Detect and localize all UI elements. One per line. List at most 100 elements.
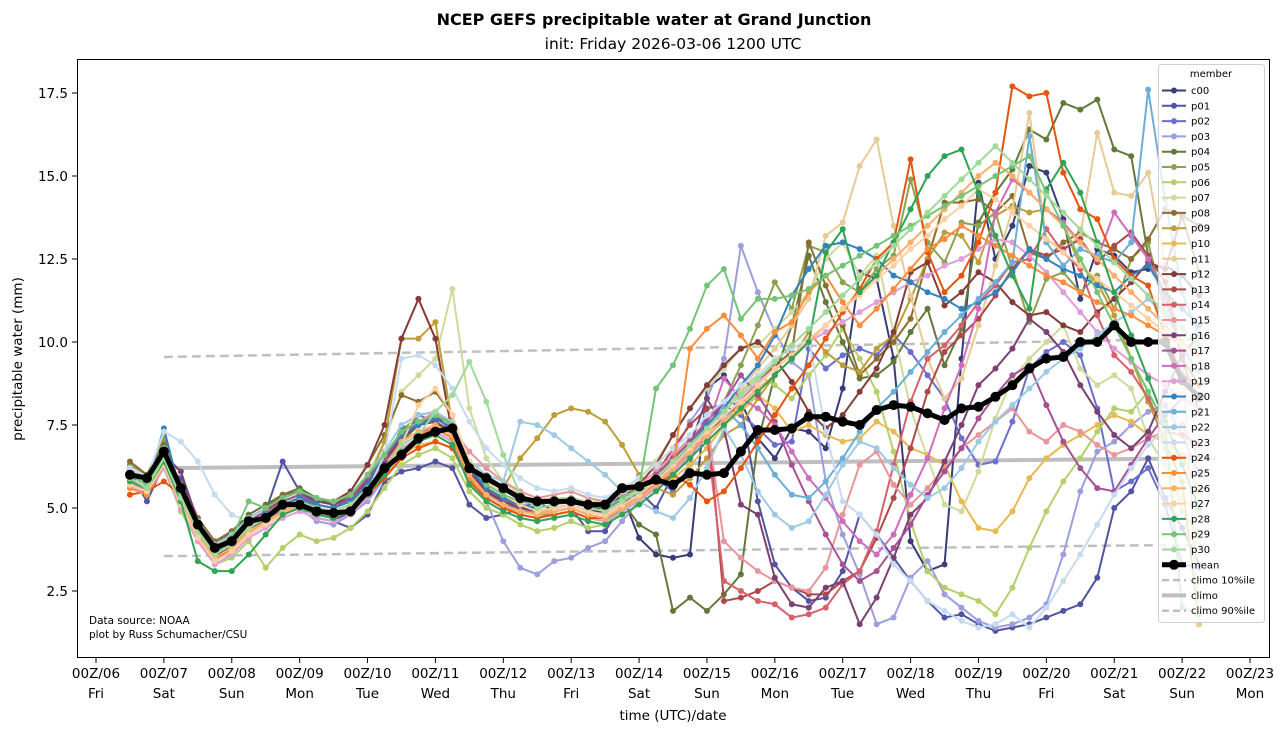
member-point-p22 bbox=[941, 485, 948, 492]
member-point-p24 bbox=[805, 362, 812, 369]
legend-label: p29 bbox=[1191, 530, 1210, 541]
member-point-p29 bbox=[347, 491, 354, 498]
mean-point bbox=[617, 483, 628, 494]
member-point-p01 bbox=[483, 514, 490, 521]
y-tick-label: 2.5 bbox=[47, 584, 68, 600]
member-point-p30 bbox=[720, 408, 727, 415]
x-tick-label-time: 00Z/13 bbox=[547, 666, 595, 682]
member-point-p12 bbox=[839, 412, 846, 419]
member-point-p29 bbox=[381, 451, 388, 458]
legend-label: p11 bbox=[1191, 254, 1210, 265]
member-point-p26 bbox=[1145, 305, 1152, 312]
member-point-p22 bbox=[568, 445, 575, 452]
member-point-p10 bbox=[1043, 455, 1050, 462]
member-point-p14 bbox=[822, 604, 829, 611]
legend-swatch-marker bbox=[1171, 347, 1177, 354]
member-point-p12 bbox=[1009, 299, 1016, 306]
legend-label: p06 bbox=[1191, 178, 1210, 189]
member-point-p09 bbox=[856, 368, 863, 375]
member-point-p06 bbox=[873, 388, 880, 395]
member-point-p29 bbox=[720, 265, 727, 272]
member-point-p27 bbox=[822, 322, 829, 329]
member-point-p24 bbox=[941, 289, 948, 296]
member-point-p24 bbox=[958, 272, 965, 279]
member-line-p14 bbox=[129, 228, 1200, 619]
x-tick-label-time: 00Z/20 bbox=[1022, 666, 1070, 682]
legend-swatch-marker bbox=[1171, 378, 1177, 385]
member-point-p11 bbox=[1094, 129, 1101, 136]
member-point-p21 bbox=[958, 312, 965, 319]
y-tick-label: 10.0 bbox=[38, 335, 68, 351]
legend-entry-p01: p01 bbox=[1162, 101, 1210, 112]
member-point-p06 bbox=[1060, 478, 1067, 485]
member-point-p15 bbox=[1043, 438, 1050, 445]
member-point-p30 bbox=[500, 451, 507, 458]
member-point-p23 bbox=[483, 445, 490, 452]
member-point-p05 bbox=[771, 279, 778, 286]
member-point-p16 bbox=[1111, 431, 1118, 438]
mean-point bbox=[1143, 337, 1154, 347]
member-point-p15 bbox=[907, 501, 914, 508]
member-point-p27 bbox=[924, 232, 931, 239]
member-point-p02 bbox=[1060, 339, 1067, 345]
member-point-p16 bbox=[771, 574, 778, 581]
member-point-p12 bbox=[720, 362, 727, 369]
x-tick-label-day: Mon bbox=[285, 686, 313, 702]
mean-point bbox=[905, 401, 916, 412]
member-point-p22 bbox=[653, 508, 660, 515]
member-point-p28 bbox=[924, 173, 931, 179]
member-point-p14 bbox=[856, 568, 863, 575]
member-point-p30 bbox=[703, 425, 710, 432]
member-point-p16 bbox=[737, 501, 744, 508]
member-point-p12 bbox=[941, 302, 948, 309]
legend-entry-climo: climo bbox=[1162, 591, 1218, 602]
member-point-p18 bbox=[856, 538, 863, 545]
legend-swatch-marker bbox=[1171, 148, 1177, 155]
member-point-p28 bbox=[1060, 159, 1067, 166]
member-point-p16 bbox=[873, 594, 880, 601]
member-point-c00 bbox=[686, 551, 693, 558]
member-point-p14 bbox=[805, 611, 812, 618]
mean-point bbox=[141, 473, 152, 484]
member-point-p27 bbox=[1009, 209, 1016, 216]
legend-swatch-marker bbox=[1169, 559, 1179, 570]
x-tick-label-time: 00Z/12 bbox=[479, 666, 527, 682]
member-point-p23 bbox=[194, 458, 201, 465]
member-point-p12 bbox=[873, 365, 880, 372]
member-point-p22 bbox=[890, 465, 897, 472]
member-point-p23 bbox=[1111, 491, 1118, 498]
member-point-p29 bbox=[245, 498, 252, 505]
axes-frame bbox=[77, 59, 1270, 658]
legend-label: p10 bbox=[1191, 239, 1210, 250]
legend-entry-p10: p10 bbox=[1162, 239, 1210, 250]
member-point-p03 bbox=[839, 531, 846, 538]
legend-entry-p25: p25 bbox=[1162, 469, 1210, 480]
member-point-p23 bbox=[720, 398, 727, 405]
member-point-p23 bbox=[958, 617, 965, 624]
mean-point bbox=[243, 516, 254, 527]
member-point-p06 bbox=[924, 568, 931, 575]
legend-swatch-marker bbox=[1171, 301, 1177, 308]
member-point-p15 bbox=[805, 588, 812, 594]
legend-entry-p16: p16 bbox=[1162, 331, 1210, 342]
legend-entry-p12: p12 bbox=[1162, 270, 1210, 281]
member-point-p28 bbox=[720, 422, 727, 428]
member-point-p30 bbox=[1043, 192, 1050, 199]
mean-point bbox=[1092, 337, 1103, 347]
member-point-p12 bbox=[924, 259, 931, 266]
member-point-p27 bbox=[449, 412, 456, 419]
member-point-p28 bbox=[771, 372, 778, 379]
member-point-p10 bbox=[771, 405, 778, 412]
member-point-p03 bbox=[1094, 448, 1101, 455]
member-point-p02 bbox=[822, 365, 829, 372]
member-point-p03 bbox=[975, 617, 982, 624]
member-point-p25 bbox=[1111, 305, 1118, 312]
member-point-p26 bbox=[432, 422, 439, 428]
member-point-p25 bbox=[1026, 262, 1033, 269]
member-point-p24 bbox=[126, 491, 133, 498]
member-point-p14 bbox=[1094, 312, 1101, 319]
member-point-p06 bbox=[347, 524, 354, 531]
member-point-p02 bbox=[1077, 352, 1084, 359]
member-point-p27 bbox=[958, 202, 965, 209]
member-point-p01 bbox=[958, 611, 965, 618]
